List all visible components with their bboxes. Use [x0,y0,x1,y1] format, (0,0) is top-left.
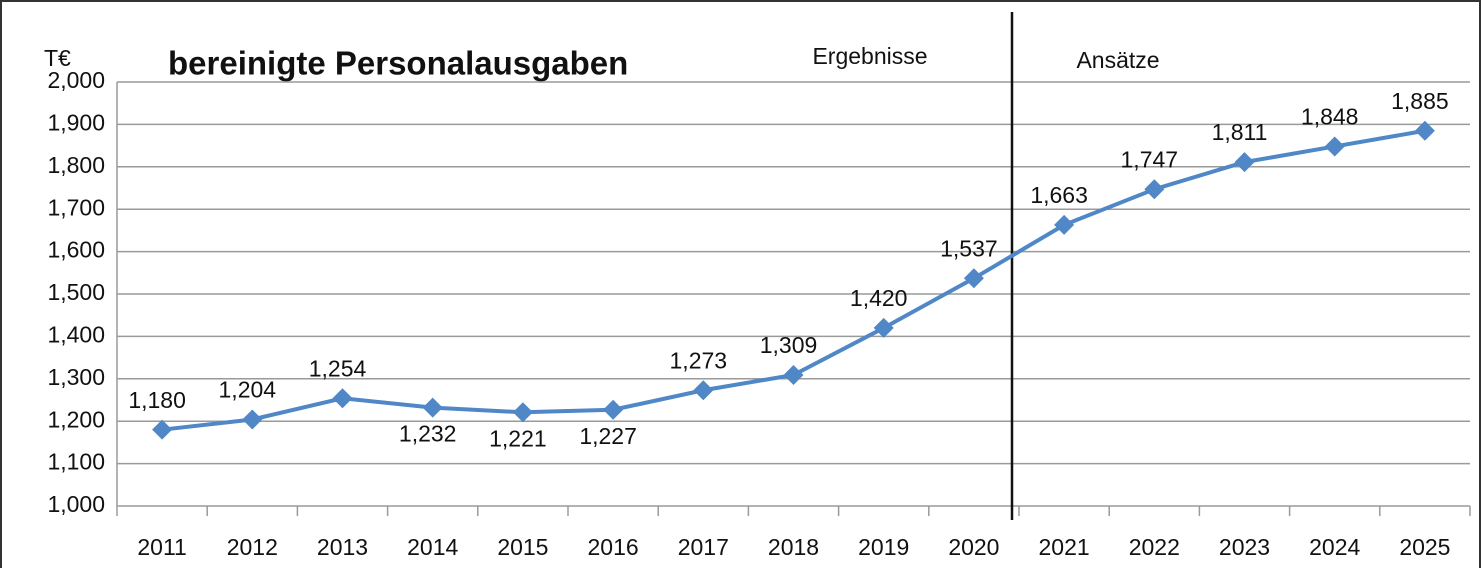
data-label: 1,180 [128,387,186,413]
y-tick-label: 1,300 [47,364,105,390]
data-label: 1,420 [850,285,908,311]
y-tick-label: 1,100 [47,449,105,475]
x-tick-label: 2011 [137,534,186,560]
x-tick-label: 2016 [588,534,639,560]
x-tick-label: 2025 [1399,534,1450,560]
y-tick-label: 1,500 [47,279,105,305]
data-label: 1,221 [489,425,547,451]
data-label: 1,885 [1391,88,1449,114]
data-label: 1,747 [1121,146,1179,172]
marker [1414,120,1435,141]
x-tick-label: 2018 [768,534,819,560]
marker [1234,152,1255,173]
marker [963,268,984,289]
x-tick-label: 2012 [227,534,278,560]
x-tick-label: 2024 [1309,534,1360,560]
data-label: 1,537 [940,235,998,261]
annotation: Ergebnisse [812,43,927,69]
marker [693,380,714,401]
x-tick-label: 2020 [948,534,999,560]
x-tick-label: 2021 [1039,534,1090,560]
y-tick-label: 1,700 [47,194,105,220]
data-label: 1,227 [579,423,637,449]
data-label: 1,848 [1301,104,1359,130]
y-tick-label: 1,600 [47,237,105,263]
data-label: 1,811 [1212,119,1268,145]
data-label: 1,232 [399,421,457,447]
x-tick-label: 2019 [858,534,909,560]
marker [783,364,804,385]
marker [332,388,353,409]
marker [1324,136,1345,157]
x-tick-label: 2023 [1219,534,1270,560]
data-label: 1,663 [1030,182,1088,208]
y-tick-label: 2,000 [47,67,105,93]
data-label: 1,309 [760,332,818,358]
marker [422,397,443,418]
data-label: 1,273 [670,347,728,373]
marker [152,419,173,440]
marker [1054,214,1075,235]
x-tick-label: 2017 [678,534,729,560]
x-tick-label: 2022 [1129,534,1180,560]
marker [512,402,533,423]
marker [873,317,894,338]
y-tick-label: 1,000 [47,491,105,517]
marker [603,399,624,420]
marker [242,409,263,430]
marker [1144,179,1165,200]
y-tick-label: 1,400 [47,321,105,347]
data-label: 1,254 [309,355,367,381]
y-tick-label: 1,900 [47,109,105,135]
data-label: 1,204 [219,377,277,403]
x-tick-label: 2014 [407,534,458,560]
annotation: Ansätze [1076,47,1159,73]
y-axis-label: T€ [44,45,71,71]
chart-title: bereinigte Personalausgaben [168,45,628,82]
x-tick-label: 2013 [317,534,368,560]
y-tick-label: 1,800 [47,152,105,178]
x-tick-label: 2015 [497,534,548,560]
y-tick-label: 1,200 [47,406,105,432]
